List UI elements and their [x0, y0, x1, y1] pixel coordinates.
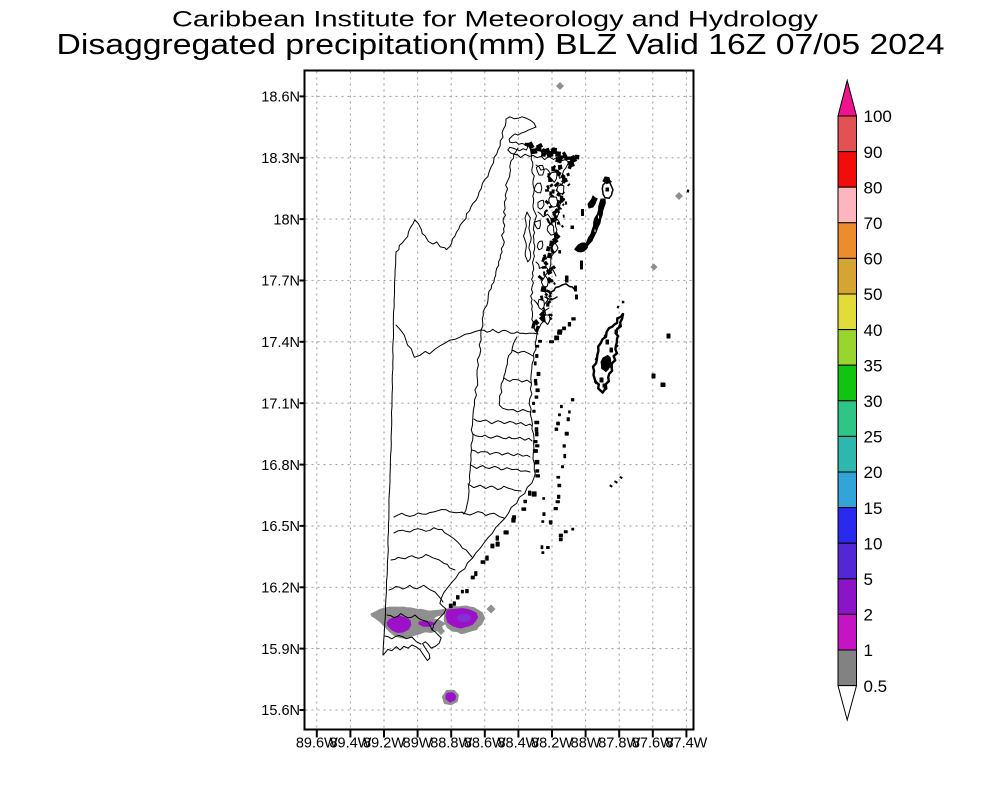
svg-text:50: 50 [864, 285, 883, 304]
svg-text:60: 60 [864, 250, 883, 269]
svg-text:16.8N: 16.8N [261, 458, 300, 474]
svg-text:88.8W: 88.8W [430, 736, 472, 752]
svg-text:88.6W: 88.6W [464, 736, 506, 752]
svg-text:20: 20 [864, 463, 883, 482]
svg-text:Caribbean Institute for Meteor: Caribbean Institute for Meteorology and … [172, 7, 818, 32]
svg-text:17.7N: 17.7N [261, 274, 300, 290]
svg-text:25: 25 [864, 428, 883, 447]
svg-text:0.5: 0.5 [864, 677, 888, 696]
svg-text:70: 70 [864, 214, 883, 233]
svg-text:87.6W: 87.6W [632, 736, 674, 752]
svg-text:15: 15 [864, 499, 883, 518]
svg-text:35: 35 [864, 356, 883, 375]
svg-text:89.2W: 89.2W [363, 736, 405, 752]
svg-text:100: 100 [864, 107, 892, 126]
svg-text:Disaggregated precipitation(mm: Disaggregated precipitation(mm) BLZ Vali… [57, 29, 945, 61]
svg-text:17.4N: 17.4N [261, 335, 300, 351]
svg-text:30: 30 [864, 392, 883, 411]
svg-text:89.6W: 89.6W [296, 736, 338, 752]
svg-text:16.5N: 16.5N [261, 519, 300, 535]
svg-text:88W: 88W [571, 736, 601, 752]
svg-text:40: 40 [864, 321, 883, 340]
svg-text:18N: 18N [273, 212, 300, 228]
svg-text:1: 1 [864, 641, 873, 660]
svg-text:87.8W: 87.8W [598, 736, 640, 752]
svg-text:18.3N: 18.3N [261, 151, 300, 167]
svg-text:80: 80 [864, 178, 883, 197]
svg-text:16.2N: 16.2N [261, 581, 300, 597]
svg-text:90: 90 [864, 143, 883, 162]
svg-text:15.6N: 15.6N [261, 703, 300, 719]
svg-text:17.1N: 17.1N [261, 396, 300, 412]
svg-text:88.4W: 88.4W [497, 736, 539, 752]
svg-text:2: 2 [864, 606, 873, 625]
svg-text:15.9N: 15.9N [261, 642, 300, 658]
svg-text:89.4W: 89.4W [329, 736, 371, 752]
svg-text:87.4W: 87.4W [665, 736, 707, 752]
svg-text:10: 10 [864, 534, 883, 553]
svg-text:5: 5 [864, 570, 873, 589]
svg-text:18.6N: 18.6N [261, 90, 300, 106]
svg-text:89W: 89W [403, 736, 433, 752]
svg-text:88.2W: 88.2W [531, 736, 573, 752]
